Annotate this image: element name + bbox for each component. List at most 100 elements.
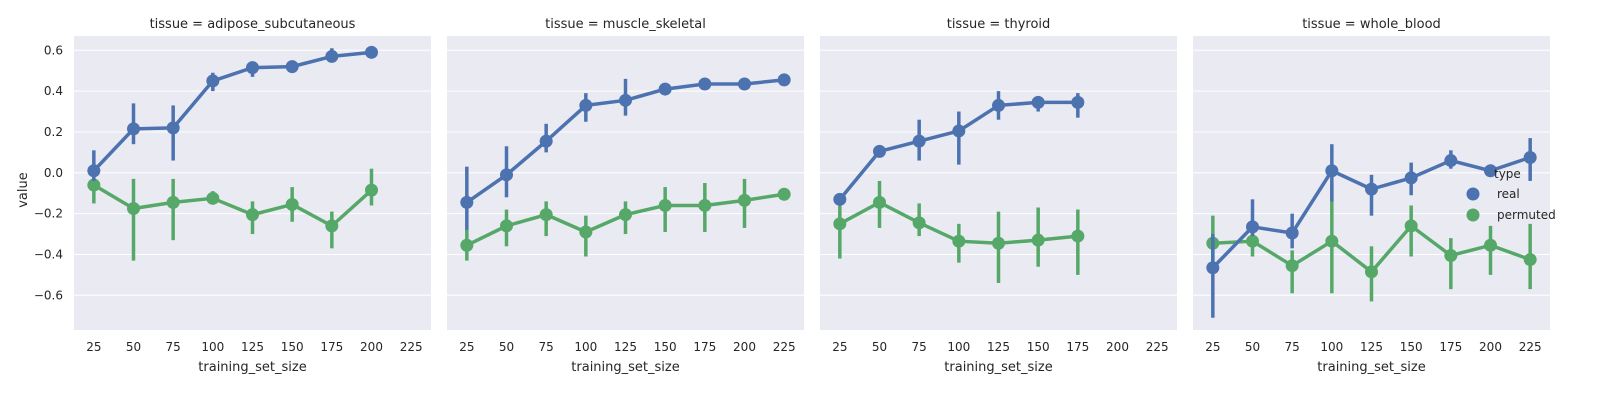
data-point — [1484, 164, 1497, 178]
series-line — [92, 50, 372, 172]
data-point — [1071, 95, 1085, 109]
y-tick-label: −0.4 — [34, 247, 63, 261]
legend-label: real — [1497, 187, 1520, 201]
series-real — [1206, 138, 1537, 318]
x-tick-label: 175 — [693, 340, 716, 354]
data-point — [539, 134, 553, 148]
data-point — [365, 183, 378, 197]
data-point — [325, 49, 339, 63]
x-tick-label: 200 — [1106, 340, 1129, 354]
data-point — [738, 77, 751, 91]
data-point — [127, 122, 140, 136]
x-axis-label: training_set_size — [1317, 360, 1425, 375]
x-tick-label: 75 — [539, 340, 554, 354]
x-tick-label: 125 — [1360, 340, 1383, 354]
data-point — [460, 238, 474, 252]
data-point — [325, 219, 339, 233]
x-tick-label: 150 — [281, 340, 304, 354]
x-tick-label: 125 — [241, 340, 264, 354]
data-point — [285, 197, 299, 211]
facet-panel: tissue = adipose_subcutaneous 25 50 75 100 12… — [34, 17, 431, 375]
x-tick-label: 225 — [773, 340, 796, 354]
data-point — [166, 195, 180, 209]
legend-title: type — [1494, 167, 1521, 181]
x-tick-label: 225 — [1519, 340, 1542, 354]
data-point — [87, 178, 101, 192]
data-point — [1206, 261, 1220, 275]
data-point — [912, 134, 926, 148]
data-point — [460, 195, 474, 209]
series-line — [92, 183, 373, 228]
x-tick-label: 50 — [1245, 340, 1260, 354]
data-point — [952, 234, 966, 248]
facet-panel: tissue = thyroid 25 50 75 100 125 150 175 200 225… — [820, 17, 1177, 375]
data-point — [1031, 233, 1045, 247]
data-point — [992, 98, 1005, 112]
legend-label: permuted — [1497, 208, 1556, 222]
data-point — [777, 73, 791, 87]
data-point — [619, 93, 632, 107]
data-point — [1365, 265, 1378, 279]
data-point — [127, 202, 140, 216]
x-tick-label: 25 — [86, 340, 101, 354]
data-point — [579, 98, 593, 112]
x-tick-label: 100 — [947, 340, 970, 354]
data-point — [833, 192, 847, 206]
data-point — [1484, 238, 1497, 252]
panel-title: tissue = whole_blood — [1302, 17, 1441, 32]
y-tick-label: −0.2 — [34, 207, 63, 221]
x-tick-label: 100 — [1320, 340, 1343, 354]
x-tick-label: 175 — [1439, 340, 1462, 354]
data-point — [777, 187, 791, 201]
legend-marker — [1466, 208, 1480, 222]
data-point — [738, 193, 751, 207]
data-point — [1523, 253, 1537, 267]
data-point — [992, 236, 1005, 250]
data-point — [1404, 171, 1418, 185]
data-point — [658, 82, 672, 96]
x-tick-label: 75 — [1285, 340, 1300, 354]
x-tick-label: 50 — [499, 340, 514, 354]
data-point — [1246, 220, 1259, 234]
x-tick-label: 75 — [166, 340, 181, 354]
data-point — [166, 121, 180, 135]
series-permuted — [460, 178, 791, 261]
panel-background — [74, 36, 431, 330]
data-point — [500, 168, 513, 182]
series-real — [833, 91, 1085, 206]
x-tick-label: 100 — [574, 340, 597, 354]
legend: type real permuted — [1466, 167, 1556, 222]
y-tick-label: 0.6 — [44, 43, 63, 57]
facet-panel: tissue = whole_blood 25 50 75 100 125 150 175 20… — [1193, 17, 1550, 375]
series-permuted — [87, 168, 378, 261]
x-tick-label: 25 — [459, 340, 474, 354]
data-point — [1285, 226, 1299, 240]
panel-title: tissue = thyroid — [947, 17, 1051, 32]
panel-title: tissue = muscle_skeletal — [545, 17, 706, 32]
data-point — [1031, 95, 1045, 109]
data-point — [1325, 234, 1339, 248]
data-point — [658, 198, 672, 212]
data-point — [365, 45, 378, 59]
data-point — [1444, 248, 1458, 262]
x-tick-label: 225 — [1146, 340, 1169, 354]
x-axis-label: training_set_size — [571, 360, 679, 375]
x-tick-label: 200 — [360, 340, 383, 354]
data-point — [1285, 259, 1299, 273]
data-point — [952, 124, 966, 138]
data-point — [1071, 229, 1085, 243]
x-tick-label: 175 — [1066, 340, 1089, 354]
data-point — [698, 77, 712, 91]
x-tick-label: 125 — [987, 340, 1010, 354]
data-point — [1246, 234, 1259, 248]
y-tick-label: −0.6 — [34, 288, 63, 302]
data-point — [579, 225, 593, 239]
x-tick-label: 125 — [614, 340, 637, 354]
data-point — [1444, 154, 1458, 168]
data-point — [285, 60, 299, 74]
x-tick-label: 225 — [400, 340, 423, 354]
facet-panel: tissue = muscle_skeletal 25 50 75 100 125 150 1… — [447, 17, 804, 375]
x-axis-label: training_set_size — [198, 360, 306, 375]
data-point — [619, 208, 632, 222]
data-point — [1404, 219, 1418, 233]
